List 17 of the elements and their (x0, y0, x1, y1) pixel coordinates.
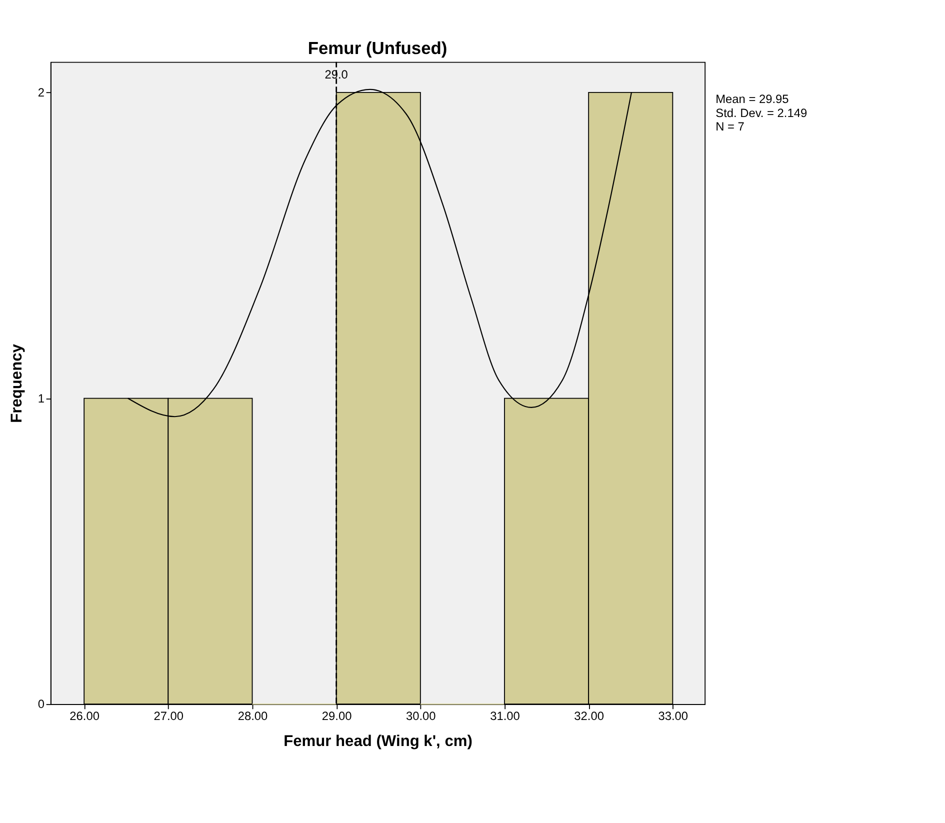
x-tick-label: 33.00 (658, 709, 688, 724)
y-tick-label: 1 (38, 391, 45, 406)
y-axis-title: Frequency (8, 344, 26, 423)
y-tick-label: 2 (38, 86, 45, 100)
x-tick-label: 28.00 (238, 709, 268, 724)
y-tick-label: 0 (38, 697, 45, 712)
text: Mean = 29.95 (716, 92, 790, 106)
chart-title: Femur (Unfused) (308, 38, 448, 58)
x-axis-title: Femur head (Wing k', cm) (284, 732, 472, 750)
text: N = 7 (716, 120, 745, 134)
x-tick-label: 32.00 (574, 709, 604, 724)
text: Std. Dev. = 2.149 (716, 106, 808, 120)
x-tick-label: 31.00 (490, 709, 520, 724)
x-tick-label: 30.00 (406, 709, 436, 724)
x-tick-label: 26.00 (70, 709, 100, 724)
x-tick-label: 27.00 (154, 709, 184, 724)
x-tick-label: 29.00 (322, 709, 352, 724)
